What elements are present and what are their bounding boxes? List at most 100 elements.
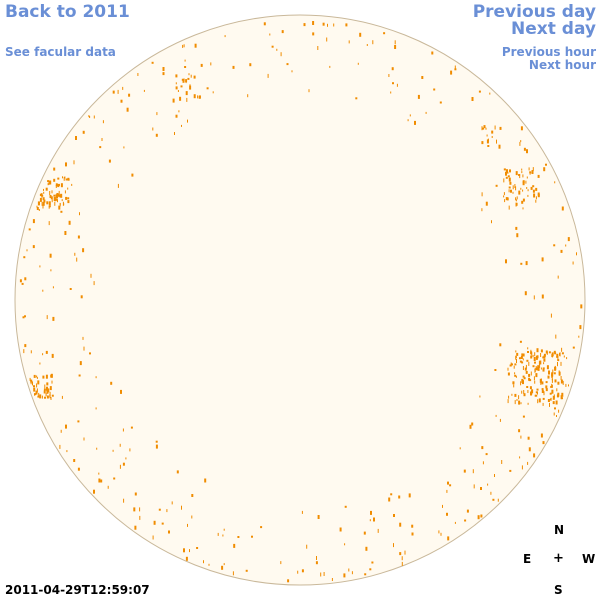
facula-speck [93, 115, 95, 119]
facula-speck [122, 86, 124, 90]
facula-speck [40, 193, 43, 197]
facula-speck [557, 355, 559, 360]
facula-speck [545, 385, 548, 389]
facula-speck [518, 190, 521, 195]
facula-speck [152, 127, 154, 131]
facula-speck [73, 459, 76, 462]
facula-speck [184, 59, 186, 62]
facula-speck [537, 365, 540, 369]
facula-speck [578, 335, 580, 338]
facula-speck [329, 65, 331, 68]
facula-speck [527, 347, 529, 350]
facula-speck [51, 190, 53, 194]
facula-speck [514, 400, 516, 405]
facula-speck [556, 394, 559, 398]
facula-speck [512, 381, 515, 385]
facula-speck [21, 282, 24, 285]
facula-speck [187, 523, 188, 527]
facula-speck [547, 399, 550, 402]
facula-speck [49, 191, 51, 195]
facula-speck [247, 94, 249, 98]
facula-speck [498, 144, 501, 149]
facula-speck [527, 436, 530, 440]
facula-speck [533, 295, 535, 300]
facula-speck [527, 402, 529, 405]
facula-speck [507, 171, 509, 174]
facula-speck [531, 389, 534, 394]
facula-speck [323, 572, 325, 576]
facula-speck [203, 560, 204, 564]
facula-speck [507, 367, 509, 371]
facula-speck [479, 395, 481, 398]
see-facular-data-link[interactable]: See facular data [5, 45, 116, 59]
facula-speck [80, 295, 83, 299]
facula-speck [175, 114, 178, 118]
facula-speck [561, 352, 564, 355]
facula-speck [515, 355, 517, 360]
facula-speck [344, 543, 346, 546]
facula-speck [525, 364, 527, 369]
facula-speck [407, 119, 409, 122]
facula-speck [60, 183, 63, 188]
facula-speck [521, 465, 523, 470]
facula-speck [526, 176, 528, 179]
facula-speck [527, 189, 529, 192]
facula-speck [98, 472, 100, 475]
facula-speck [373, 517, 375, 522]
facula-speck [51, 380, 53, 384]
facula-speck [487, 145, 490, 147]
facula-speck [345, 23, 348, 27]
facula-speck [312, 21, 315, 25]
facula-speck [331, 578, 333, 581]
facula-speck [556, 388, 558, 392]
next-day-link[interactable]: Next day [511, 19, 596, 39]
facula-speck [404, 550, 406, 555]
facula-speck [526, 359, 529, 362]
facula-speck [440, 532, 442, 536]
facula-speck [508, 189, 510, 193]
facula-speck [447, 481, 449, 485]
facula-speck [143, 89, 145, 92]
facula-speck [541, 381, 544, 385]
facula-speck [489, 92, 491, 95]
facula-speck [401, 561, 403, 566]
facula-speck [32, 245, 35, 249]
facula-speck [33, 387, 36, 392]
facula-speck [503, 192, 505, 196]
facula-speck [210, 62, 212, 66]
facula-speck [550, 385, 553, 388]
facula-speck [545, 381, 548, 384]
facula-speck [62, 176, 63, 179]
facula-speck [541, 257, 544, 262]
facula-speck [552, 401, 555, 405]
facula-speck [552, 353, 553, 358]
previous-hour-link[interactable]: Previous hour [501, 45, 596, 59]
facula-speck [485, 127, 487, 130]
facula-speck [78, 374, 81, 377]
back-to-year-link[interactable]: Back to 2011 [5, 2, 130, 22]
facula-speck [41, 201, 43, 206]
previous-day-link[interactable]: Previous day [472, 2, 596, 22]
facula-speck [93, 489, 95, 494]
facula-speck [521, 168, 523, 171]
facula-speck [267, 73, 269, 78]
facula-speck [152, 535, 154, 540]
facula-speck [576, 252, 577, 256]
facula-speck [193, 94, 196, 99]
facula-speck [174, 132, 175, 135]
facula-speck [232, 65, 235, 69]
facula-speck [521, 361, 524, 364]
facula-speck [117, 89, 119, 94]
facula-speck [303, 23, 306, 27]
facula-speck [513, 384, 515, 388]
facula-speck [162, 67, 165, 71]
facula-speck [529, 386, 532, 390]
facula-speck [471, 422, 474, 426]
facula-speck [554, 407, 556, 410]
next-hour-link[interactable]: Next hour [528, 58, 596, 72]
facula-speck [537, 192, 540, 196]
facula-speck [505, 259, 507, 264]
facula-speck [559, 372, 560, 376]
facula-speck [39, 197, 42, 202]
facula-speck [58, 205, 61, 210]
